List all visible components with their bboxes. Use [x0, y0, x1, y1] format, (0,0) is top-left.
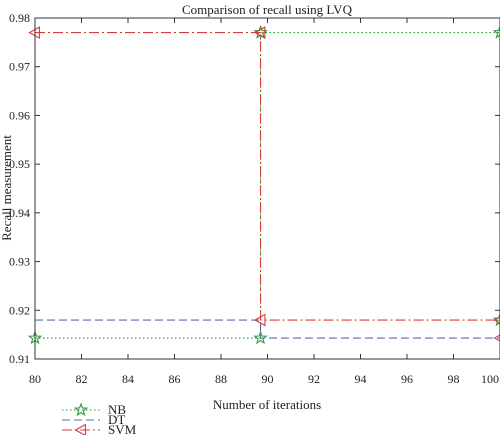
x-axis-label: Number of iterations [213, 397, 321, 412]
legend-item-svm: SVM [62, 422, 137, 435]
x-tick-label: 98 [448, 372, 460, 386]
y-tick-label: 0.92 [9, 303, 30, 317]
y-tick-label: 0.91 [9, 352, 30, 366]
series-line-dt [35, 32, 500, 339]
y-tick-label: 0.93 [9, 255, 30, 269]
x-tick-label: 84 [122, 372, 134, 386]
data-point-nb [253, 330, 268, 345]
data-point-svm [493, 316, 500, 324]
data-point-svm [253, 26, 266, 40]
y-tick-label: 0.96 [9, 108, 30, 122]
legend-label-dt: DT [108, 412, 125, 427]
legend-marker-svm [74, 423, 86, 435]
x-tick-label: 96 [401, 372, 413, 386]
series-layer [27, 25, 500, 345]
x-tick-label: 80 [29, 372, 41, 386]
y-axis: 0.91 0.92 0.93 0.94 0.95 0.96 0.97 0.98 [9, 11, 500, 366]
y-tick-label: 0.97 [9, 60, 30, 74]
legend-marker-nb [73, 402, 89, 417]
data-point-nb [492, 25, 500, 39]
y-tick-label: 0.98 [9, 11, 30, 25]
y-tick-label: 0.95 [9, 157, 30, 171]
data-point-svm [28, 26, 40, 40]
series-line-nb [35, 32, 500, 339]
y-axis-label: Recall measurement [0, 135, 14, 241]
y-tick-label: 0.94 [9, 206, 30, 220]
x-tick-label: 88 [215, 372, 227, 386]
x-axis: 80 82 84 86 88 90 92 94 96 98 100 [29, 18, 500, 386]
legend-item-nb: NB [62, 402, 126, 417]
x-tick-label: 82 [76, 372, 88, 386]
data-point-svm [253, 313, 266, 327]
chart-title: Comparison of recall using LVQ [182, 2, 353, 17]
legend-label-svm: SVM [108, 422, 137, 435]
legend-label-nb: NB [108, 402, 126, 417]
x-tick-label: 94 [355, 372, 367, 386]
x-tick-label: 100 [481, 372, 499, 386]
x-tick-label: 86 [169, 372, 181, 386]
series-line-svm [35, 32, 500, 339]
data-point-svm [493, 334, 500, 342]
x-tick-label: 92 [308, 372, 320, 386]
x-tick-label: 90 [262, 372, 274, 386]
plot-frame [34, 17, 500, 360]
legend-item-dt: DT [62, 412, 125, 427]
data-point-nb [492, 312, 500, 327]
